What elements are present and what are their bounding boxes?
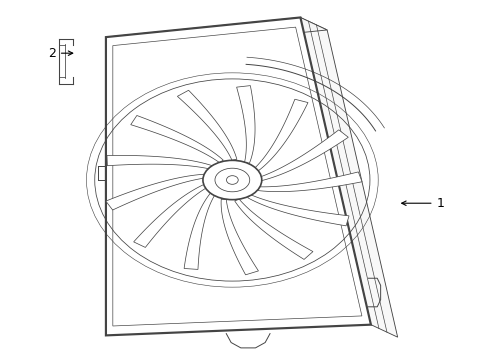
Ellipse shape <box>215 168 249 192</box>
Polygon shape <box>247 195 348 226</box>
Polygon shape <box>106 18 326 50</box>
Polygon shape <box>300 18 397 337</box>
Polygon shape <box>257 172 361 192</box>
Polygon shape <box>133 184 207 247</box>
Text: 1: 1 <box>401 197 444 210</box>
Polygon shape <box>234 199 312 260</box>
Polygon shape <box>106 18 370 336</box>
Polygon shape <box>177 90 236 160</box>
Polygon shape <box>254 99 307 171</box>
Text: 2: 2 <box>48 47 73 60</box>
Polygon shape <box>107 156 211 169</box>
Polygon shape <box>259 130 347 181</box>
Circle shape <box>226 176 238 184</box>
Polygon shape <box>221 199 258 275</box>
Ellipse shape <box>203 160 261 200</box>
Polygon shape <box>130 116 223 163</box>
Polygon shape <box>236 86 255 163</box>
Polygon shape <box>105 174 205 210</box>
Polygon shape <box>183 193 214 269</box>
